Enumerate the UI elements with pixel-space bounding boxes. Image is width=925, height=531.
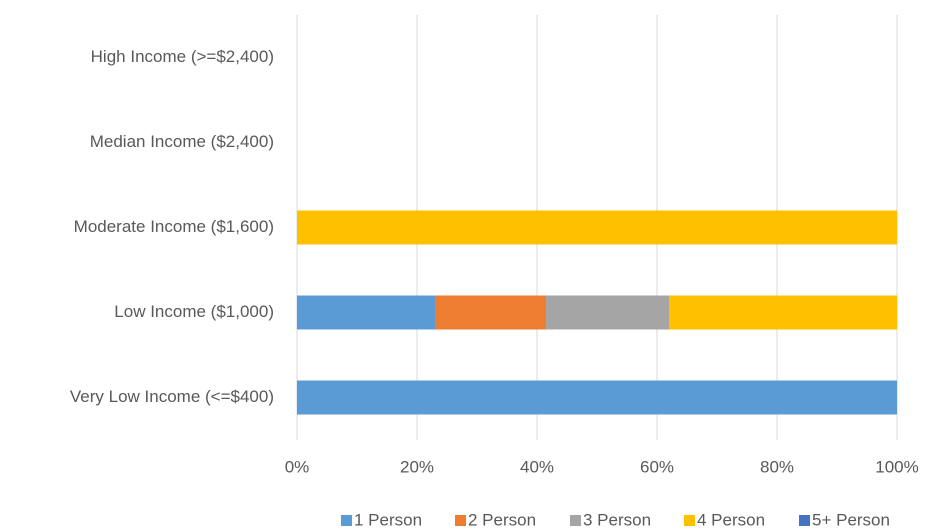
bar-segment: [297, 210, 897, 245]
bar-segment: [297, 295, 435, 330]
bar-segment: [297, 380, 897, 415]
legend-swatch: [799, 515, 810, 526]
x-tick-label: 100%: [875, 457, 918, 476]
bar-segment: [546, 295, 669, 330]
legend-label: 2 Person: [468, 510, 536, 529]
legend-label: 3 Person: [583, 510, 651, 529]
bar-segment: [435, 295, 546, 330]
legend-swatch: [341, 515, 352, 526]
x-tick-label: 0%: [285, 457, 310, 476]
legend-swatch: [684, 515, 695, 526]
x-tick-label: 20%: [400, 457, 434, 476]
legend-label: 5+ Person: [812, 510, 890, 529]
y-tick-label: Very Low Income (<=$400): [70, 387, 274, 406]
y-tick-label: Median Income ($2,400): [90, 132, 274, 151]
x-tick-label: 80%: [760, 457, 794, 476]
legend-label: 4 Person: [697, 510, 765, 529]
bar-segment: [669, 295, 897, 330]
y-tick-label: High Income (>=$2,400): [91, 47, 274, 66]
legend-swatch: [455, 515, 466, 526]
legend-label: 1 Person: [354, 510, 422, 529]
y-tick-label: Low Income ($1,000): [114, 302, 274, 321]
x-tick-label: 40%: [520, 457, 554, 476]
y-tick-label: Moderate Income ($1,600): [74, 217, 274, 236]
legend-swatch: [570, 515, 581, 526]
x-tick-label: 60%: [640, 457, 674, 476]
